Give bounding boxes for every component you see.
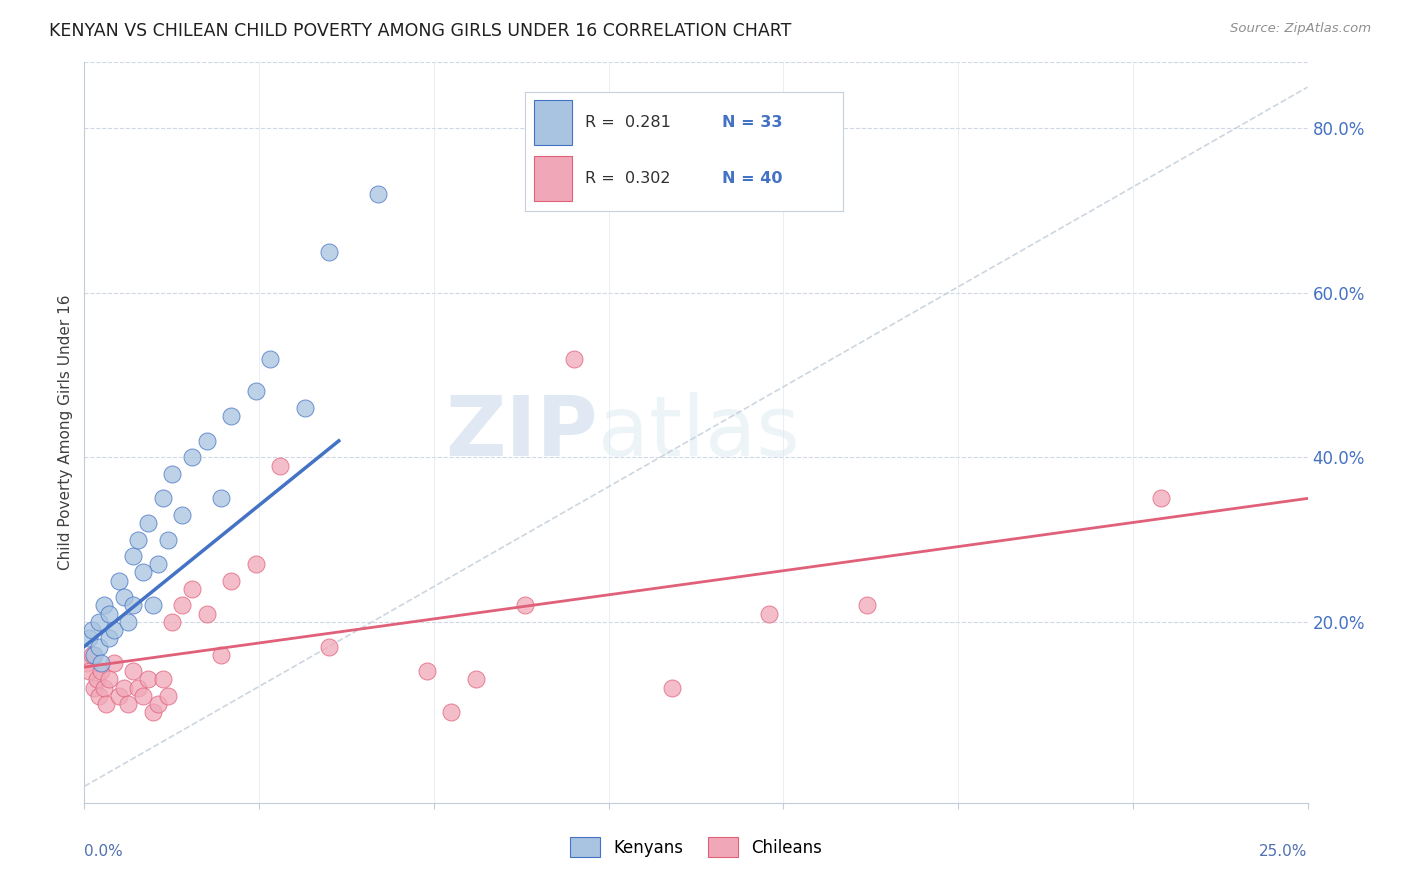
Point: [77, 664, 100, 678]
Point: [87, 640, 110, 654]
Point: [181, 450, 204, 465]
Point: [181, 582, 204, 596]
Point: [136, 516, 159, 530]
Point: [209, 491, 232, 506]
Point: [259, 351, 281, 366]
Point: [136, 673, 159, 687]
Point: [103, 623, 125, 637]
Text: atlas: atlas: [598, 392, 800, 473]
Point: [97, 607, 120, 621]
Point: [127, 533, 149, 547]
Point: [219, 409, 242, 424]
Point: [96, 697, 118, 711]
Point: [103, 656, 125, 670]
Point: [156, 689, 179, 703]
Point: [112, 590, 135, 604]
Point: [127, 681, 149, 695]
Point: [209, 648, 232, 662]
Point: [318, 640, 340, 654]
Point: [112, 681, 135, 695]
Point: [90, 656, 112, 670]
Point: [440, 706, 463, 720]
Point: [80, 623, 103, 637]
Point: [318, 244, 340, 259]
Point: [117, 615, 139, 629]
Text: KENYAN VS CHILEAN CHILD POVERTY AMONG GIRLS UNDER 16 CORRELATION CHART: KENYAN VS CHILEAN CHILD POVERTY AMONG GI…: [49, 22, 792, 40]
Text: 0.0%: 0.0%: [84, 844, 124, 858]
Point: [1150, 491, 1173, 506]
Point: [152, 491, 174, 506]
Point: [132, 689, 155, 703]
Point: [195, 434, 218, 448]
Point: [146, 697, 169, 711]
Point: [269, 458, 291, 473]
Point: [97, 673, 120, 687]
Point: [122, 599, 145, 613]
Point: [122, 664, 145, 678]
Point: [80, 648, 103, 662]
Point: [172, 508, 194, 522]
Point: [416, 664, 439, 678]
Point: [90, 664, 112, 678]
Point: [195, 607, 218, 621]
Point: [152, 673, 174, 687]
Point: [132, 566, 155, 580]
Point: [661, 681, 683, 695]
Point: [107, 689, 129, 703]
Point: [758, 607, 780, 621]
Point: [117, 697, 139, 711]
Point: [77, 632, 100, 646]
Point: [83, 681, 105, 695]
Point: [367, 187, 389, 202]
Point: [464, 673, 486, 687]
Point: [93, 681, 115, 695]
Point: [76, 656, 98, 670]
Y-axis label: Child Poverty Among Girls Under 16: Child Poverty Among Girls Under 16: [58, 295, 73, 570]
Point: [513, 599, 536, 613]
Point: [856, 599, 879, 613]
Point: [87, 689, 110, 703]
Point: [245, 384, 267, 399]
Point: [142, 599, 165, 613]
Text: 25.0%: 25.0%: [1260, 844, 1308, 858]
Text: Source: ZipAtlas.com: Source: ZipAtlas.com: [1230, 22, 1371, 36]
Point: [146, 558, 169, 572]
Point: [162, 615, 184, 629]
Point: [93, 599, 115, 613]
Point: [107, 574, 129, 588]
Point: [294, 401, 316, 415]
Point: [83, 648, 105, 662]
Point: [122, 549, 145, 563]
Point: [562, 351, 585, 366]
Point: [86, 673, 108, 687]
Point: [156, 533, 179, 547]
Point: [142, 706, 165, 720]
Text: ZIP: ZIP: [446, 392, 598, 473]
Point: [97, 632, 120, 646]
Point: [172, 599, 194, 613]
Point: [87, 615, 110, 629]
Point: [219, 574, 242, 588]
Point: [245, 558, 267, 572]
Legend: Kenyans, Chileans: Kenyans, Chileans: [569, 837, 823, 857]
Point: [162, 467, 184, 481]
